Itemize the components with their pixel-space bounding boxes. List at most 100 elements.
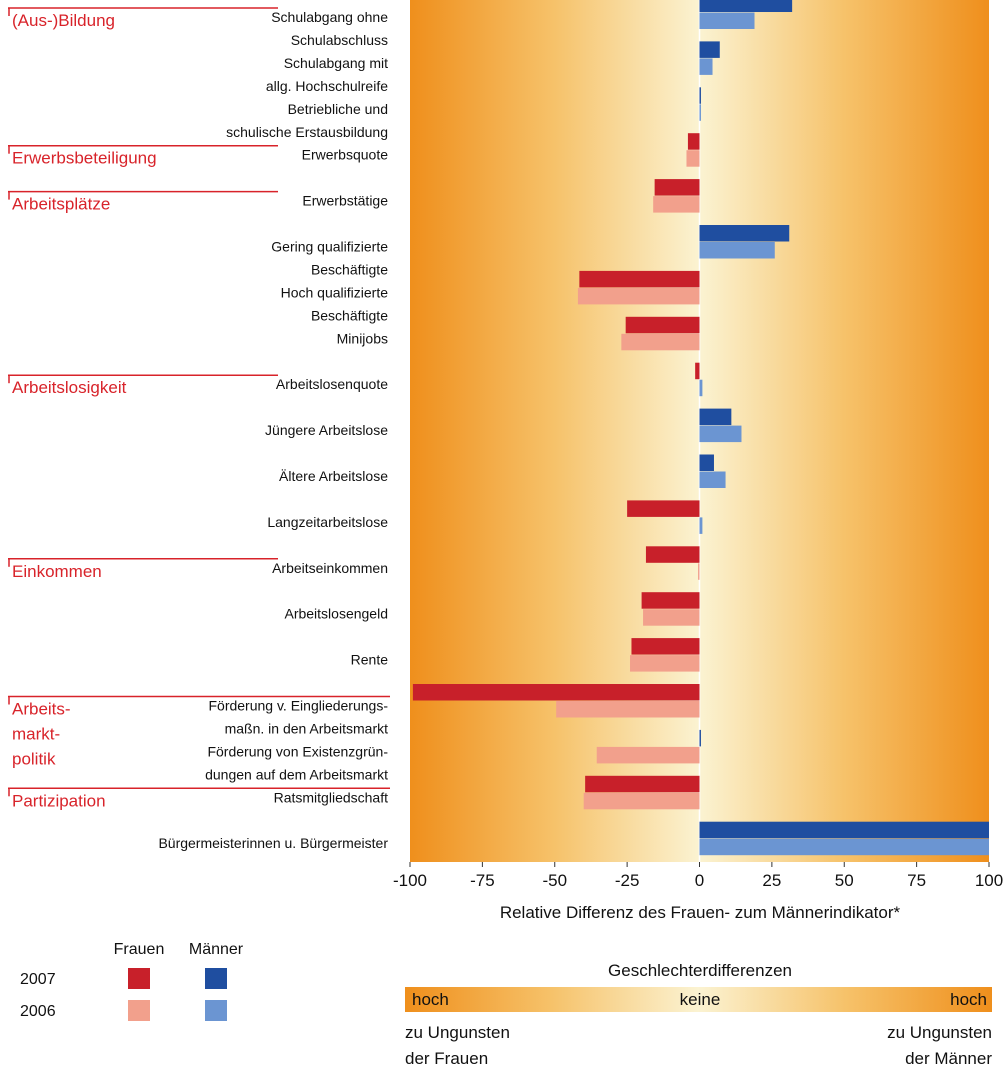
category-label: allg. Hochschulreife bbox=[266, 78, 388, 94]
legend-label: 2006 bbox=[20, 1003, 56, 1020]
category-label: Minijobs bbox=[337, 330, 388, 346]
bar bbox=[653, 196, 700, 213]
bar bbox=[699, 838, 989, 856]
bar bbox=[579, 270, 700, 288]
bar bbox=[687, 133, 700, 150]
category-label: Arbeitslosenquote bbox=[276, 376, 388, 392]
category-label: Hoch qualifizierte bbox=[281, 284, 389, 300]
bar bbox=[621, 333, 700, 351]
bar bbox=[643, 609, 700, 626]
scale-bar bbox=[405, 987, 992, 1012]
category-label: Beschäftigte bbox=[311, 262, 388, 278]
group-label: Arbeitsplätze bbox=[12, 195, 110, 214]
bar bbox=[699, 242, 775, 259]
bar bbox=[699, 408, 732, 426]
x-tick-label: -25 bbox=[615, 871, 640, 890]
group-label: Einkommen bbox=[12, 562, 102, 581]
category-label: Betriebliche und bbox=[288, 101, 388, 117]
category-label: Ältere Arbeitslose bbox=[279, 468, 388, 484]
legend-column: Männer bbox=[189, 941, 244, 958]
bar bbox=[698, 563, 700, 580]
x-tick-label: 75 bbox=[907, 871, 926, 890]
x-tick-label: 50 bbox=[835, 871, 854, 890]
category-label: Schulabgang mit bbox=[284, 55, 388, 71]
category-label: Schulabgang ohne bbox=[271, 9, 388, 25]
legend-label: 2007 bbox=[20, 971, 56, 988]
category-label: Förderung v. Eingliederungs- bbox=[208, 698, 388, 714]
bar bbox=[625, 316, 700, 334]
x-tick-label: 25 bbox=[762, 871, 781, 890]
bar bbox=[631, 638, 700, 655]
scale-right-note: der Männer bbox=[905, 1049, 992, 1068]
bar bbox=[654, 179, 700, 196]
bar bbox=[556, 701, 700, 718]
legend-swatch bbox=[205, 968, 227, 989]
scale-title: Geschlechterdifferenzen bbox=[608, 961, 792, 980]
scale-left-note: zu Ungunsten bbox=[405, 1023, 510, 1042]
group-label: Erwerbsbeteiligung bbox=[12, 149, 157, 168]
bar bbox=[699, 729, 701, 747]
bar bbox=[699, 821, 989, 839]
scale-right-note: zu Ungunsten bbox=[887, 1023, 992, 1042]
category-label: Rente bbox=[351, 652, 389, 668]
x-tick-label: -100 bbox=[393, 871, 427, 890]
bar bbox=[630, 655, 700, 672]
bar bbox=[699, 425, 742, 443]
x-tick-label: -75 bbox=[470, 871, 495, 890]
bar bbox=[641, 592, 700, 609]
bar bbox=[596, 746, 700, 764]
bar bbox=[695, 362, 700, 380]
scale-left-note: der Frauen bbox=[405, 1049, 488, 1068]
category-label: schulische Erstausbildung bbox=[226, 124, 388, 140]
bar bbox=[699, 41, 720, 58]
category-label: Gering qualifizierte bbox=[271, 239, 388, 255]
category-label: maßn. in den Arbeitsmarkt bbox=[225, 721, 389, 737]
scale-left: hoch bbox=[412, 990, 449, 1009]
bar bbox=[645, 546, 700, 563]
category-label: Erwerbstätige bbox=[302, 193, 388, 209]
x-tick-label: 0 bbox=[695, 871, 704, 890]
legend-swatch bbox=[128, 968, 150, 989]
x-axis-label: Relative Differenz des Frauen- zum Männe… bbox=[500, 903, 901, 922]
category-label: Beschäftigte bbox=[311, 307, 388, 323]
x-tick-label: 100 bbox=[975, 871, 1003, 890]
group-label: Arbeits- bbox=[12, 700, 71, 719]
scale-right: hoch bbox=[950, 990, 987, 1009]
bar bbox=[699, 0, 793, 12]
bar bbox=[699, 87, 701, 104]
category-label: Arbeitseinkommen bbox=[272, 560, 388, 576]
x-tick-label: -50 bbox=[542, 871, 567, 890]
scale-center: keine bbox=[680, 990, 721, 1009]
bar bbox=[627, 500, 700, 517]
bar bbox=[577, 287, 700, 305]
legend-column: Frauen bbox=[114, 941, 165, 958]
group-label: markt- bbox=[12, 725, 60, 744]
bar bbox=[699, 58, 713, 75]
bar bbox=[699, 225, 790, 242]
legend-swatch bbox=[205, 1000, 227, 1021]
bar bbox=[585, 775, 700, 793]
group-label: politik bbox=[12, 750, 56, 769]
bar bbox=[699, 12, 755, 29]
category-label: Ratsmitgliedschaft bbox=[274, 789, 388, 805]
group-label: Partizipation bbox=[12, 791, 106, 810]
category-label: dungen auf dem Arbeitsmarkt bbox=[205, 766, 388, 782]
bar bbox=[699, 104, 701, 121]
category-label: Langzeitarbeitslose bbox=[267, 514, 388, 530]
category-label: Erwerbsquote bbox=[302, 147, 389, 163]
category-label: Arbeitslosengeld bbox=[284, 606, 388, 622]
bar bbox=[699, 471, 726, 488]
group-label: (Aus-)Bildung bbox=[12, 11, 115, 30]
bar bbox=[412, 684, 700, 701]
category-label: Jüngere Arbeitslose bbox=[265, 422, 388, 438]
legend-swatch bbox=[128, 1000, 150, 1021]
category-label: Schulabschluss bbox=[291, 32, 388, 48]
bar bbox=[699, 379, 703, 397]
bar bbox=[699, 454, 714, 471]
category-label: Förderung von Existenzgrün- bbox=[207, 743, 388, 759]
bar bbox=[583, 792, 700, 810]
bar bbox=[686, 150, 700, 167]
bar bbox=[699, 517, 703, 534]
group-label: Arbeitslosigkeit bbox=[12, 378, 127, 397]
